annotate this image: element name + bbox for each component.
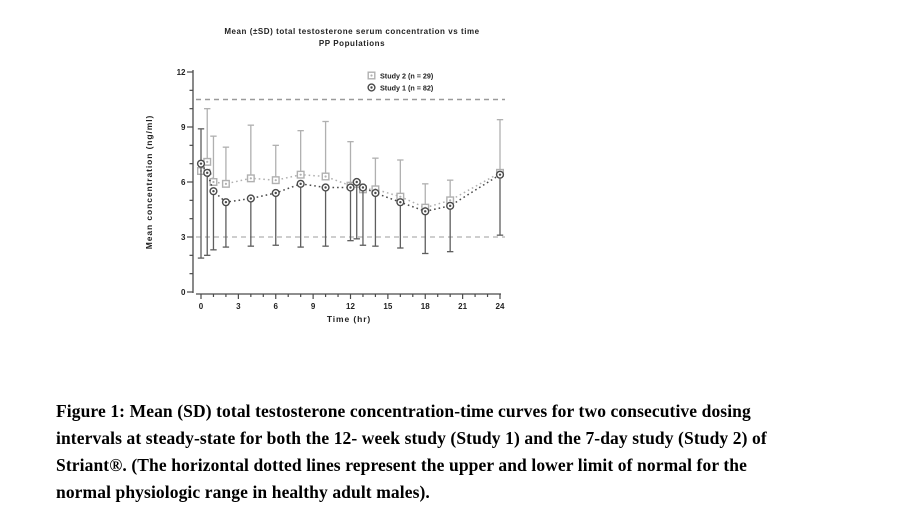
x-tick-label: 9 xyxy=(311,302,316,311)
x-tick-label: 18 xyxy=(421,302,430,311)
y-axis: 0 3 6 9 12 Mean concentration (ng/ml) xyxy=(144,68,194,297)
study1-marker-dot xyxy=(224,200,228,204)
x-tick-label: 24 xyxy=(496,302,505,311)
x-axis: 0 3 6 9 12 15 18 21 24 Time (hr) xyxy=(196,293,505,324)
study2-marker-dot xyxy=(224,182,228,185)
y-tick-label: 9 xyxy=(181,123,186,132)
study1-marker-dot xyxy=(349,186,352,189)
x-tick-label: 6 xyxy=(274,302,279,311)
y-tick-label: 3 xyxy=(181,233,186,242)
study1-marker-dot xyxy=(249,197,253,200)
study1-marker-dot xyxy=(448,204,452,208)
study1-marker-dot xyxy=(212,189,215,193)
study1-marker-dot xyxy=(274,191,277,195)
x-tick-label: 12 xyxy=(346,302,355,311)
legend-square-icon-dot xyxy=(370,74,373,77)
study2-marker-dot xyxy=(206,160,209,163)
y-axis-title: Mean concentration (ng/ml) xyxy=(144,115,154,249)
study2-marker-dot xyxy=(274,179,277,182)
series-dotted-line xyxy=(200,160,501,209)
study1-marker-dot xyxy=(374,191,377,195)
study2-marker-dot xyxy=(299,173,302,176)
chart-title: Mean (±SD) total testosterone serum conc… xyxy=(224,27,479,48)
study2-marker-dot xyxy=(324,175,327,178)
study1-marker-dot xyxy=(299,182,302,186)
figure-caption: Figure 1: Mean (SD) total testosterone c… xyxy=(56,401,767,502)
legend-label-study-2: Study 2 (n = 29) xyxy=(380,72,434,81)
study1-marker-dot xyxy=(361,186,365,189)
study2-marker-dot xyxy=(399,195,402,198)
x-tick-label: 3 xyxy=(236,302,241,311)
series-dotted-line xyxy=(200,163,501,213)
chart-title-line1: Mean (±SD) total testosterone serum conc… xyxy=(224,27,479,36)
study2-marker-dot xyxy=(449,199,452,202)
study1-marker-dot xyxy=(498,173,502,176)
x-tick-label: 15 xyxy=(383,302,392,311)
legend: Study 2 (n = 29) Study 1 (n = 82) xyxy=(367,71,434,93)
chart-title-line2: PP Populations xyxy=(319,39,385,48)
concentration-time-chart: Mean (±SD) total testosterone serum conc… xyxy=(144,27,505,324)
x-tick-label: 21 xyxy=(458,302,467,311)
legend-circle-icon-dot xyxy=(370,86,373,89)
study1-marker-dot xyxy=(199,162,203,165)
study2-marker-dot xyxy=(249,177,252,180)
study1-marker-dot xyxy=(355,180,358,184)
study1-marker-dot xyxy=(324,186,327,189)
study1-marker-dot xyxy=(399,200,402,204)
legend-label-study-1: Study 1 (n = 82) xyxy=(380,84,434,93)
y-tick-label: 6 xyxy=(181,178,186,187)
study1-marker-dot xyxy=(206,171,209,175)
y-tick-label: 0 xyxy=(181,288,186,297)
y-tick-label: 12 xyxy=(177,68,186,77)
x-axis-title: Time (hr) xyxy=(327,314,371,324)
x-tick-label: 0 xyxy=(199,302,204,311)
study1-marker-dot xyxy=(424,210,427,213)
study2-marker-dot xyxy=(212,180,215,184)
series-study-1 xyxy=(196,128,505,259)
